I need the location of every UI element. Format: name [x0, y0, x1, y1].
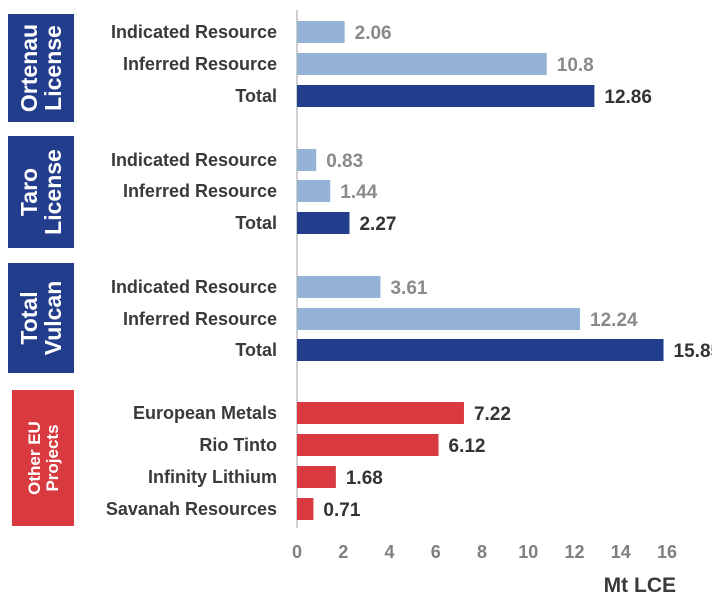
x-tick-label: 14 [611, 542, 631, 562]
group-box-1 [8, 136, 74, 248]
x-tick-label: 12 [564, 542, 584, 562]
group-label-line: License [40, 25, 66, 111]
data-label: 0.71 [323, 500, 360, 521]
group-label-line: Taro [16, 168, 42, 216]
group-label-line: License [40, 149, 66, 235]
group-label-3: Other EUProjects [25, 421, 62, 495]
x-axis-title: Mt LCE [604, 574, 676, 597]
data-label: 12.24 [590, 310, 638, 331]
group-box-2 [8, 263, 74, 373]
data-label: 6.12 [449, 436, 486, 457]
bar-savanah-resources [297, 498, 314, 520]
data-label: 10.8 [557, 55, 594, 76]
category-label: Total [235, 213, 277, 233]
category-label: Inferred Resource [123, 54, 277, 74]
data-label: 0.83 [326, 151, 363, 172]
category-label: Savanah Resources [106, 499, 277, 519]
group-label-line: Projects [43, 424, 62, 491]
data-label: 2.27 [359, 214, 396, 235]
data-label: 3.61 [390, 278, 427, 299]
category-label: European Metals [133, 403, 277, 423]
group-label-0: OrtenauLicense [16, 24, 66, 112]
category-label: Indicated Resource [111, 277, 277, 297]
bar-rio-tinto [297, 434, 439, 456]
bar-total [297, 212, 350, 234]
data-label: 1.68 [346, 468, 383, 489]
x-tick-label: 16 [657, 542, 677, 562]
category-label: Rio Tinto [199, 435, 277, 455]
group-label-line: Other EU [25, 421, 44, 495]
category-label: Inferred Resource [123, 309, 277, 329]
group-label-line: Ortenau [16, 24, 42, 112]
ticks-layer: 0 2 4 6 8 10 12 14 16 [292, 542, 677, 562]
bar-indicated-resource [297, 276, 381, 298]
bar-inferred-resource [297, 180, 331, 202]
category-label: Inferred Resource [123, 181, 277, 201]
groups-layer: OrtenauLicenseTaroLicenseTotalVulcanOthe… [8, 14, 74, 526]
bar-inferred-resource [297, 53, 547, 75]
group-box-3 [12, 390, 74, 526]
category-label: Infinity Lithium [148, 467, 277, 487]
bar-total [297, 339, 664, 361]
group-label-2: TotalVulcan [16, 281, 66, 356]
group-label-1: TaroLicense [16, 149, 66, 235]
x-tick-label: 0 [292, 542, 302, 562]
bars-layer: Indicated Resource 2.06 Inferred Resource 1… [106, 21, 712, 521]
data-label: 2.06 [355, 23, 392, 44]
data-label: 15.85 [674, 341, 712, 362]
data-label: 1.44 [340, 182, 377, 203]
group-label-line: Vulcan [40, 281, 66, 356]
bar-infinity-lithium [297, 466, 336, 488]
group-box-0 [8, 14, 74, 122]
x-tick-label: 2 [338, 542, 348, 562]
group-label-line: Total [16, 291, 42, 344]
x-tick-label: 8 [477, 542, 487, 562]
data-label: 12.86 [604, 87, 652, 108]
bar-european-metals [297, 402, 464, 424]
bar-total [297, 85, 595, 107]
x-tick-label: 6 [431, 542, 441, 562]
bar-indicated-resource [297, 149, 317, 171]
x-tick-label: 4 [384, 542, 394, 562]
category-label: Indicated Resource [111, 150, 277, 170]
bar-indicated-resource [297, 21, 345, 43]
data-label: 7.22 [474, 404, 511, 425]
bar-inferred-resource [297, 308, 581, 330]
category-label: Total [235, 86, 277, 106]
category-label: Total [235, 340, 277, 360]
category-label: Indicated Resource [111, 22, 277, 42]
x-tick-label: 10 [518, 542, 538, 562]
